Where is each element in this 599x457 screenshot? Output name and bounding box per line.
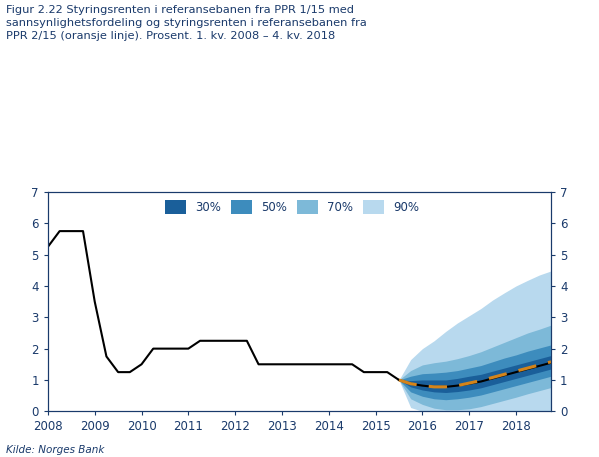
Text: Kilde: Norges Bank: Kilde: Norges Bank	[6, 445, 104, 455]
Text: Figur 2.22 Styringsrenten i referansebanen fra PPR 1/15 med
sannsynlighetsfordel: Figur 2.22 Styringsrenten i referanseban…	[6, 5, 367, 41]
Legend: 30%, 50%, 70%, 90%: 30%, 50%, 70%, 90%	[165, 200, 419, 214]
